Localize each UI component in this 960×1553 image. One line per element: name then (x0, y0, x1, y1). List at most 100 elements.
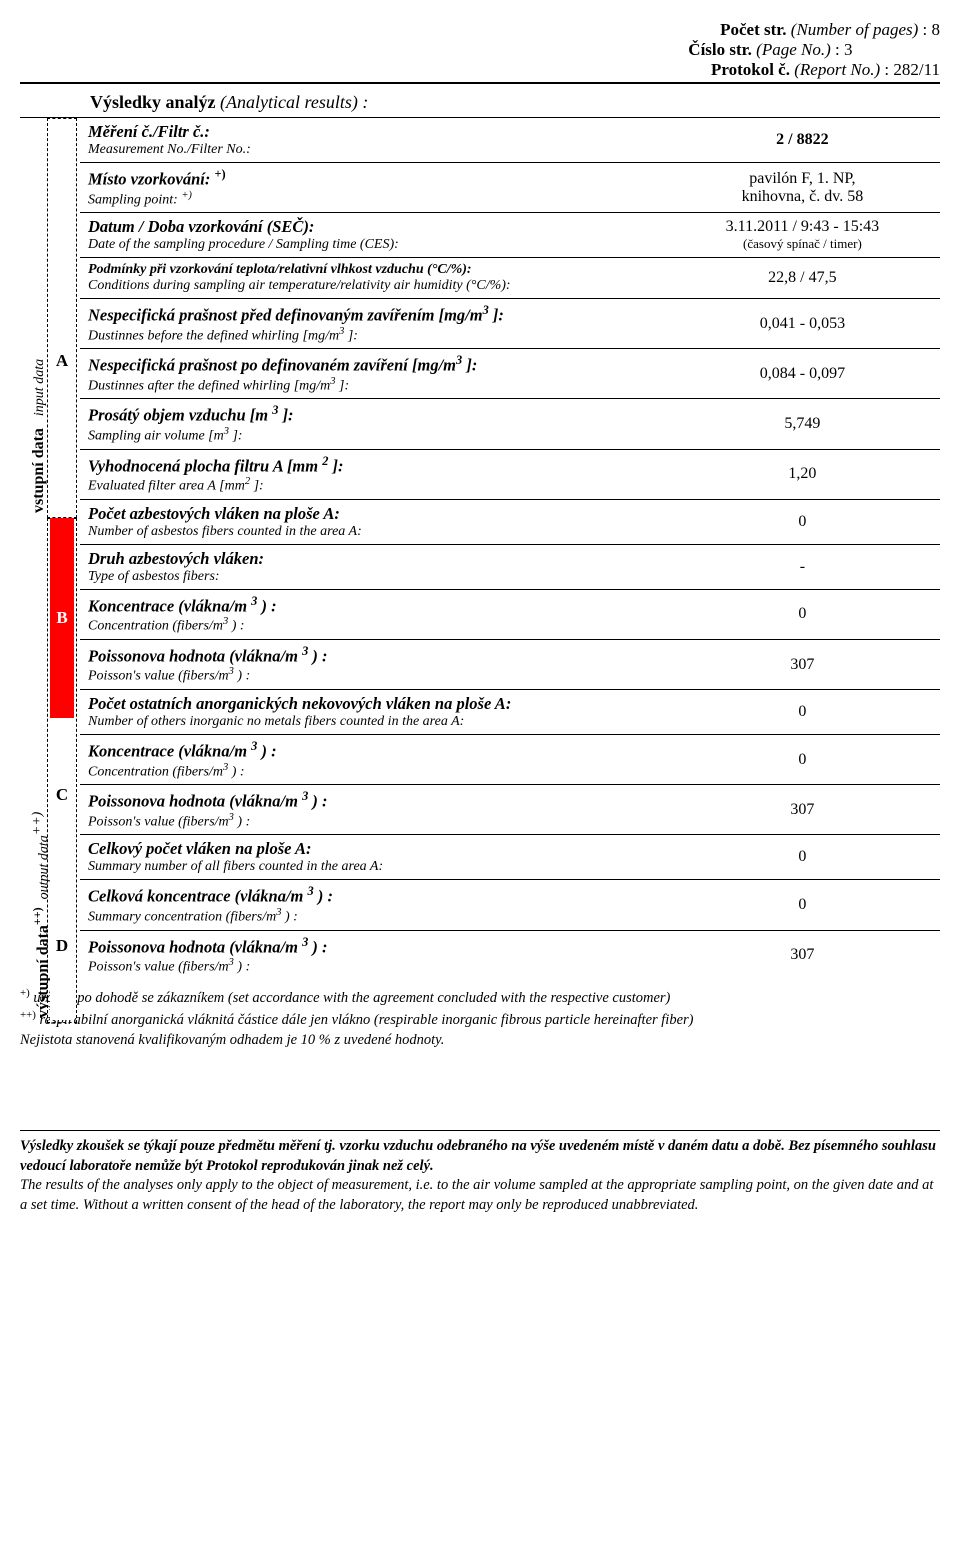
pages-label-en: (Number of pages) (791, 20, 918, 39)
row-label-cz: Koncentrace (vlákna/m 3 ) : (88, 594, 657, 617)
section-marker-c: C (50, 720, 74, 870)
row-label-cz: Nespecifická prašnost po definovaném zav… (88, 353, 657, 376)
table-row: Poissonova hodnota (vlákna/m 3 ) :Poisso… (80, 639, 940, 689)
table-row: Druh azbestových vláken:Type of asbestos… (80, 544, 940, 589)
results-title: Výsledky analýz (Analytical results) : (90, 88, 940, 117)
row-label-en: Concentration (fibers/m3 ) : (88, 762, 657, 781)
row-label: Měření č./Filtr č.:Measurement No./Filte… (80, 118, 665, 163)
row-label-cz: Počet ostatních anorganických nekovových… (88, 694, 657, 714)
row-label: Datum / Doba vzorkování (SEČ):Date of th… (80, 213, 665, 258)
protocol-value: : 282/11 (884, 60, 940, 79)
row-value: 1,20 (665, 449, 940, 499)
row-label-cz: Poissonova hodnota (vlákna/m 3 ) : (88, 644, 657, 667)
input-label-cz: vstupní data (30, 428, 47, 513)
row-label-cz: Nespecifická prašnost před definovaným z… (88, 303, 657, 326)
row-label-en: Summary number of all fibers counted in … (88, 859, 657, 875)
input-data-vertical-label: vstupní data input data (30, 491, 48, 513)
row-label-en: Poisson's value (fibers/m3 ) : (88, 812, 657, 831)
row-label: Počet ostatních anorganických nekovových… (80, 690, 665, 735)
results-title-suffix: : (362, 92, 368, 112)
row-label-cz: Poissonova hodnota (vlákna/m 3 ) : (88, 789, 657, 812)
main-content: vstupní data input data výstupní data++)… (20, 117, 940, 980)
row-value: 307 (665, 785, 940, 835)
row-label: Poissonova hodnota (vlákna/m 3 ) :Poisso… (80, 639, 665, 689)
row-label: Koncentrace (vlákna/m 3 ) :Concentration… (80, 735, 665, 785)
row-label-en: Concentration (fibers/m3 ) : (88, 616, 657, 635)
row-value: 0 (665, 880, 940, 930)
row-label: Místo vzorkování: +)Sampling point: +) (80, 163, 665, 213)
row-value: 0,084 - 0,097 (665, 349, 940, 399)
row-value: 3.11.2011 / 9:43 - 15:43(časový spínač /… (665, 213, 940, 258)
row-label-en: Date of the sampling procedure / Samplin… (88, 237, 657, 253)
table-row: Vyhodnocená plocha filtru A [mm 2 ]:Eval… (80, 449, 940, 499)
input-label-en: input data (32, 359, 47, 416)
footnotes: +) určeno po dohodě se zákazníkem (set a… (20, 986, 940, 1050)
row-label-en: Dustinnes before the defined whirling [m… (88, 326, 657, 345)
section-marker-a: A (50, 206, 74, 516)
footer-en: The results of the analyses only apply t… (20, 1176, 940, 1215)
row-label-en: Sampling point: +) (88, 190, 657, 209)
row-label: Celková koncentrace (vlákna/m 3 ) :Summa… (80, 880, 665, 930)
row-label: Počet azbestových vláken na ploše A:Numb… (80, 499, 665, 544)
row-label-en: Number of asbestos fibers counted in the… (88, 524, 657, 540)
row-value: 22,8 / 47,5 (665, 258, 940, 299)
row-label-cz: Datum / Doba vzorkování (SEČ): (88, 217, 657, 237)
footnote-1-marker: +) (20, 987, 30, 999)
row-label-en: Sampling air volume [m3 ]: (88, 426, 657, 445)
table-row: Nespecifická prašnost před definovaným z… (80, 299, 940, 349)
row-label: Druh azbestových vláken:Type of asbestos… (80, 544, 665, 589)
pageno-value: : 3 (835, 40, 940, 60)
output-label-en-sup: ++) (30, 812, 45, 836)
row-label-en: Conditions during sampling air temperatu… (88, 278, 657, 294)
row-label: Celkový počet vláken na ploše A:Summary … (80, 835, 665, 880)
section-marker-b: B (50, 518, 74, 718)
row-value: 0 (665, 499, 940, 544)
row-label-cz: Celkový počet vláken na ploše A: (88, 839, 657, 859)
table-row: Poissonova hodnota (vlákna/m 3 ) :Poisso… (80, 785, 940, 835)
footer: Výsledky zkoušek se týkají pouze předmět… (20, 1130, 940, 1215)
row-label: Nespecifická prašnost před definovaným z… (80, 299, 665, 349)
table-row: Počet azbestových vláken na ploše A:Numb… (80, 499, 940, 544)
footnote-1-text: určeno po dohodě se zákazníkem (set acco… (30, 990, 671, 1006)
row-label-en: Dustinnes after the defined whirling [mg… (88, 376, 657, 395)
table-row: Koncentrace (vlákna/m 3 ) :Concentration… (80, 735, 940, 785)
row-label: Vyhodnocená plocha filtru A [mm 2 ]:Eval… (80, 449, 665, 499)
section-marker-d: D (50, 872, 74, 1020)
table-row: Počet ostatních anorganických nekovových… (80, 690, 940, 735)
pages-label-cz: Počet str. (720, 20, 786, 39)
row-label-en: Poisson's value (fibers/m3 ) : (88, 666, 657, 685)
row-value: 307 (665, 930, 940, 980)
row-label-cz: Počet azbestových vláken na ploše A: (88, 504, 657, 524)
row-value: 0 (665, 690, 940, 735)
row-value: 0 (665, 735, 940, 785)
row-label-cz: Prosátý objem vzduchu [m 3 ]: (88, 403, 657, 426)
row-label-cz: Poissonova hodnota (vlákna/m 3 ) : (88, 935, 657, 958)
row-value: 5,749 (665, 399, 940, 449)
table-row: Celkový počet vláken na ploše A:Summary … (80, 835, 940, 880)
row-value: 2 / 8822 (665, 118, 940, 163)
table-row: Celková koncentrace (vlákna/m 3 ) :Summa… (80, 880, 940, 930)
row-value: - (665, 544, 940, 589)
row-label-cz: Koncentrace (vlákna/m 3 ) : (88, 739, 657, 762)
row-label-cz: Celková koncentrace (vlákna/m 3 ) : (88, 884, 657, 907)
row-label-cz: Druh azbestových vláken: (88, 549, 657, 569)
row-label-en: Poisson's value (fibers/m3 ) : (88, 957, 657, 976)
row-label-cz: Podmínky při vzorkování teplota/relativn… (88, 262, 657, 278)
table-row: Nespecifická prašnost po definovaném zav… (80, 349, 940, 399)
row-label: Poissonova hodnota (vlákna/m 3 ) :Poisso… (80, 930, 665, 980)
pageno-label-en: (Page No.) (756, 40, 831, 59)
row-label-en: Measurement No./Filter No.: (88, 142, 657, 158)
results-title-cz: Výsledky analýz (90, 92, 216, 112)
row-label-cz: Místo vzorkování: +) (88, 167, 657, 190)
table-row: Poissonova hodnota (vlákna/m 3 ) :Poisso… (80, 930, 940, 980)
row-label: Koncentrace (vlákna/m 3 ) :Concentration… (80, 589, 665, 639)
row-label: Prosátý objem vzduchu [m 3 ]:Sampling ai… (80, 399, 665, 449)
output-label-sup: ++) (30, 907, 44, 925)
table-row: Měření č./Filtr č.:Measurement No./Filte… (80, 118, 940, 163)
protocol-label-cz: Protokol č. (711, 60, 790, 79)
footer-cz: Výsledky zkoušek se týkají pouze předmět… (20, 1137, 940, 1176)
row-value: 0 (665, 835, 940, 880)
row-value: 0 (665, 589, 940, 639)
table-row: Datum / Doba vzorkování (SEČ):Date of th… (80, 213, 940, 258)
row-label-cz: Vyhodnocená plocha filtru A [mm 2 ]: (88, 454, 657, 477)
